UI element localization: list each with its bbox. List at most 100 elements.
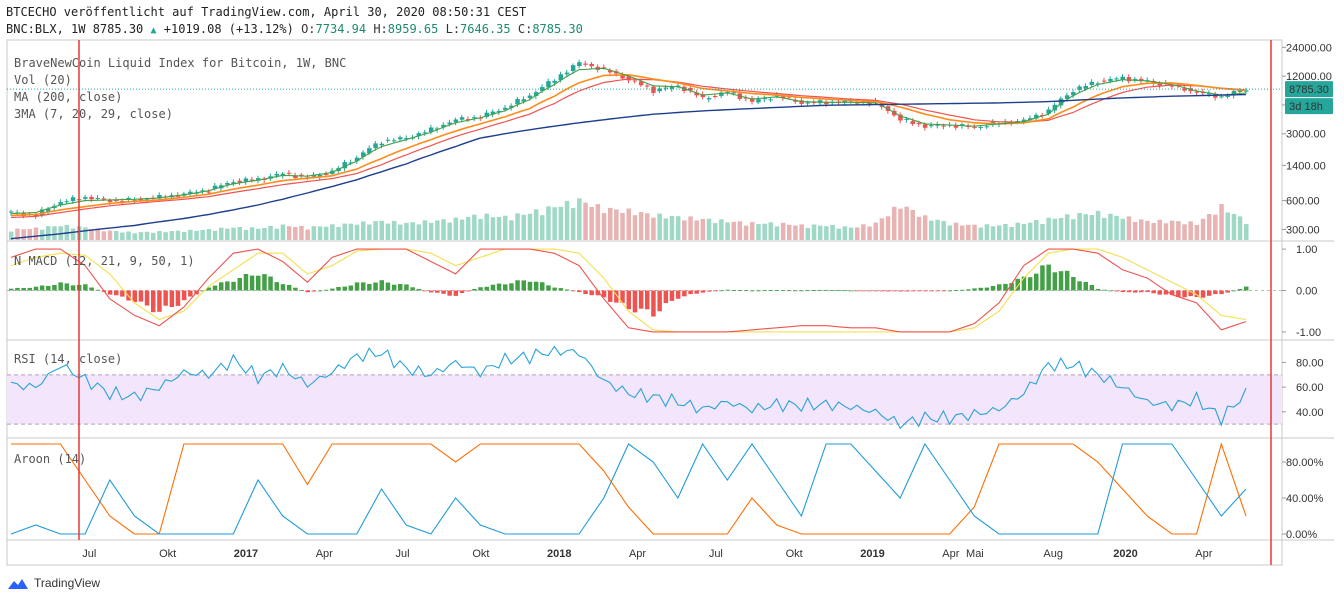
- macd-histogram-bar: [583, 290, 588, 294]
- time-axis-label: Apr: [1195, 548, 1212, 560]
- candle-body: [972, 126, 977, 128]
- candle-body: [490, 111, 496, 115]
- macd-histogram-bar: [15, 287, 20, 291]
- candle-body: [58, 202, 63, 206]
- macd-histogram-bar: [490, 284, 496, 291]
- volume-bar: [861, 224, 866, 240]
- volume-bar: [626, 208, 631, 240]
- macd-histogram-bar: [1083, 281, 1088, 291]
- macd-histogram-bar: [892, 290, 897, 292]
- candle-body: [33, 214, 39, 217]
- volume-bar: [608, 207, 613, 240]
- volume-bar: [1064, 214, 1070, 240]
- price-axis-label: 1400.00: [1286, 160, 1326, 172]
- macd-histogram-bar: [361, 282, 366, 291]
- macd-line: [10, 248, 1247, 333]
- macd-histogram-bar: [1139, 290, 1144, 293]
- volume-bar: [286, 226, 292, 240]
- volume-bar: [268, 226, 273, 240]
- candle-body: [663, 87, 669, 89]
- volume-bar: [95, 228, 100, 240]
- volume-bar: [1225, 212, 1230, 240]
- macd-histogram-bar: [855, 290, 860, 292]
- macd-histogram-bar: [293, 287, 298, 291]
- macd-histogram-bar: [219, 282, 224, 291]
- macd-histogram-bar: [669, 290, 675, 301]
- symbol-label: BNC:BLX, 1W 8785.30: [6, 22, 144, 36]
- candle-body: [243, 178, 249, 182]
- volume-bar: [206, 229, 212, 240]
- tradingview-logo[interactable]: TradingView: [6, 576, 100, 590]
- macd-histogram-bar: [398, 284, 403, 291]
- macd-histogram-bar: [367, 283, 372, 291]
- volume-bar: [700, 219, 706, 240]
- macd-histogram-bar: [138, 290, 144, 302]
- close-value: 8785.30: [532, 22, 583, 36]
- aroon-pane: [10, 442, 1247, 535]
- vol-legend: Vol (20): [14, 73, 72, 87]
- rsi-pane: [7, 345, 1282, 430]
- macd-histogram-bar: [83, 284, 88, 291]
- volume-bar: [657, 213, 662, 240]
- volume-bar: [465, 217, 471, 240]
- macd-histogram-bar: [1102, 289, 1107, 291]
- candle-body: [422, 132, 428, 134]
- price-axis-label: 300.00: [1286, 224, 1320, 236]
- candle-body: [1046, 109, 1051, 114]
- candle-body: [583, 63, 588, 65]
- macd-histogram-bar: [1120, 290, 1125, 292]
- volume-bar: [651, 217, 656, 240]
- macd-histogram-bar: [503, 284, 508, 291]
- volume-bar: [731, 221, 736, 240]
- volume-bar: [169, 231, 175, 240]
- macd-histogram-bar: [472, 289, 477, 291]
- candle-body: [472, 117, 477, 119]
- volume-bar: [453, 217, 459, 240]
- volume-bar: [966, 224, 971, 240]
- candle-body: [200, 190, 205, 192]
- price-axis-label: 3000.00: [1286, 129, 1326, 141]
- macd-histogram-bar: [990, 286, 996, 291]
- macd-histogram-bar: [323, 289, 329, 291]
- volume-bar: [515, 213, 520, 240]
- volume-bar: [916, 216, 922, 240]
- volume-bar: [935, 219, 940, 240]
- candle-body: [249, 179, 255, 181]
- volume-bar: [947, 225, 953, 240]
- volume-bar: [521, 214, 526, 240]
- macd-histogram-bar: [1027, 277, 1033, 291]
- macd-histogram-bar: [330, 288, 335, 291]
- candle-body: [675, 85, 681, 87]
- volume-bar: [583, 202, 588, 240]
- macd-histogram-bar: [1009, 283, 1014, 291]
- macd-histogram-bar: [188, 290, 193, 297]
- volume-bar: [101, 231, 107, 240]
- candle-body: [385, 139, 391, 141]
- volume-bar: [688, 216, 693, 240]
- candle-body: [756, 99, 761, 103]
- candle-body: [435, 128, 440, 130]
- volume-bar: [632, 215, 638, 240]
- time-axis-label: 2019: [860, 548, 884, 560]
- time-axis-label: 2018: [547, 548, 571, 560]
- volume-bar: [243, 230, 249, 240]
- volume-bar: [1046, 217, 1051, 240]
- aroon-axis-label: 80.00%: [1286, 457, 1324, 469]
- volume-bar: [503, 215, 508, 240]
- volume-bar: [756, 224, 761, 240]
- volume-bar: [1237, 216, 1243, 240]
- candle-body: [546, 81, 551, 88]
- macd-histogram-bar: [1237, 289, 1243, 291]
- volume-bar: [1169, 220, 1175, 240]
- candle-body: [719, 92, 724, 96]
- volume-bar: [299, 226, 304, 240]
- candle-body: [391, 140, 397, 142]
- volume-bar: [1207, 214, 1212, 240]
- macd-histogram-bar: [89, 287, 94, 291]
- volume-bar: [1213, 214, 1218, 240]
- macd-histogram-bar: [1114, 290, 1119, 292]
- countdown-text: 3d 18h: [1289, 101, 1323, 113]
- macd-histogram-bar: [157, 290, 162, 312]
- macd-histogram-bar: [700, 290, 706, 293]
